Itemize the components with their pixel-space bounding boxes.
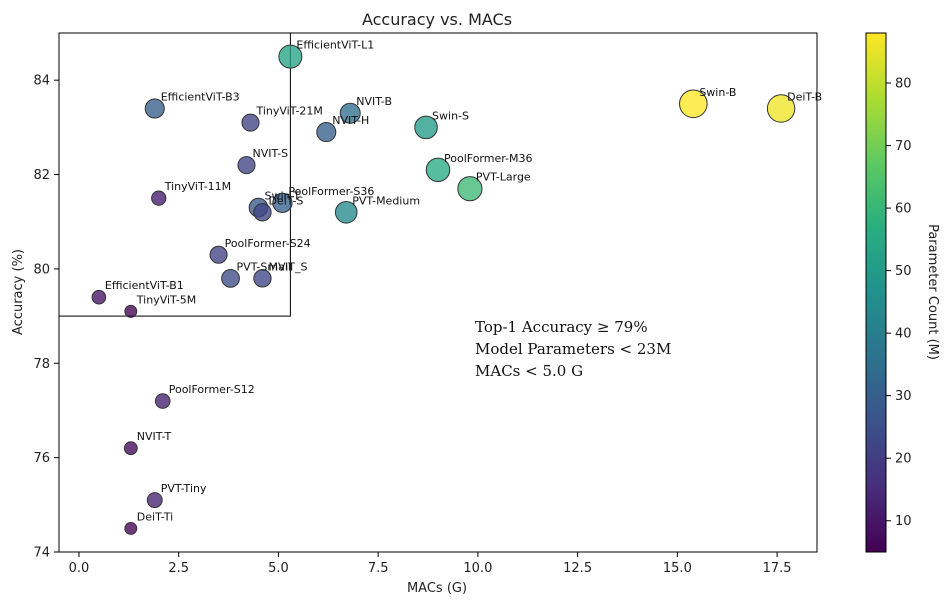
- y-tick-label: 82: [33, 168, 50, 183]
- colorbar-tick-label: 10: [895, 514, 912, 529]
- point-label: Swin-S: [432, 109, 469, 122]
- point-label: NVIT-B: [356, 95, 392, 108]
- x-tick-label: 12.5: [563, 561, 592, 576]
- point-label: PoolFormer-S24: [225, 237, 311, 250]
- x-tick-label: 17.5: [763, 561, 792, 576]
- data-point-pvt-large: [457, 176, 483, 202]
- scatter-point-labels: EfficientViT-L1 EfficientViT-B3 TinyViT-21…: [105, 39, 822, 524]
- point-label: DeiT-S: [268, 194, 303, 207]
- point-label: Swin-B: [699, 86, 736, 99]
- x-tick-label: 2.5: [168, 561, 189, 576]
- colorbar-tick-label: 70: [895, 139, 912, 154]
- x-axis-label: MACs (G): [407, 581, 467, 596]
- point-label: DeiT-B: [787, 90, 822, 103]
- point-label: PVT-Small: [237, 260, 291, 273]
- point-label: PVT-Tiny: [161, 482, 207, 495]
- y-axis-ticks: 74 76 78 80 82 84: [33, 74, 59, 561]
- annotation-line-3: MACs < 5.0 G: [475, 362, 583, 380]
- x-axis-ticks: 0.0 2.5 5.0 7.5 10.0 12.5 15.0 17.5: [69, 552, 792, 576]
- point-label: TinyViT-21M: [255, 105, 322, 118]
- data-point-poolformer-m36: [425, 157, 451, 183]
- data-point-deit-b: [766, 94, 796, 123]
- y-tick-label: 74: [33, 546, 50, 561]
- point-label: MViT_S: [268, 260, 307, 273]
- point-label: PVT-Large: [476, 171, 531, 184]
- data-point-efficientvit-b3: [144, 98, 165, 119]
- data-point-poolformer-s12: [154, 393, 171, 409]
- point-label: Swin-T: [264, 190, 300, 203]
- point-label: TinyViT-11M: [164, 180, 231, 193]
- point-label: NVIT-H: [332, 114, 369, 127]
- plot-area: [58, 32, 818, 553]
- colorbar-ticks: 10 20 30 40 50 60 70 80: [886, 77, 912, 529]
- point-label: EfficientViT-B1: [105, 279, 184, 292]
- point-label: TinyViT-5M: [136, 293, 196, 306]
- data-point-efficientvit-b1: [91, 289, 107, 305]
- point-label: PoolFormer-M36: [444, 152, 533, 165]
- colorbar-label: Parameter Count (M): [925, 224, 940, 360]
- data-point-poolformer-s24: [209, 245, 228, 264]
- x-tick-label: 5.0: [268, 561, 289, 576]
- data-point-nvit-s: [237, 156, 256, 175]
- colorbar-tick-label: 80: [895, 77, 912, 92]
- data-point-poolformer-s36: [272, 192, 293, 213]
- point-label: NVIT-S: [253, 147, 289, 160]
- colorbar-tick-label: 20: [895, 452, 912, 467]
- x-tick-label: 10.0: [463, 561, 492, 576]
- annotation-line-1: Top-1 Accuracy ≥ 79%: [475, 318, 648, 336]
- scatter-points: [91, 44, 796, 535]
- data-point-pvt-medium: [334, 200, 358, 224]
- data-point-nvit-b: [339, 102, 361, 124]
- x-tick-label: 7.5: [368, 561, 389, 576]
- point-label: PVT-Medium: [352, 194, 420, 207]
- colorbar-tick-label: 60: [895, 202, 912, 217]
- data-point-nvit-h: [316, 122, 337, 143]
- data-point-swin-b: [679, 89, 708, 119]
- data-point-deit-s: [253, 203, 272, 222]
- point-label: PoolFormer-S12: [169, 383, 255, 396]
- point-label: PoolFormer-S36: [288, 185, 374, 198]
- colorbar-tick-label: 40: [895, 327, 912, 342]
- colorbar: [865, 32, 887, 553]
- y-tick-label: 76: [33, 451, 50, 466]
- annotation-line-2: Model Parameters < 23M: [475, 340, 671, 358]
- y-tick-label: 78: [33, 357, 50, 372]
- data-point-efficientvit-l1: [278, 44, 303, 69]
- point-label: EfficientViT-B3: [161, 90, 240, 103]
- point-label: NVIT-T: [137, 430, 172, 443]
- data-point-tinyvit-11m: [151, 190, 167, 206]
- data-point-tinyvit-21m: [241, 113, 260, 132]
- chart-title: Accuracy vs. MACs: [362, 10, 512, 29]
- x-tick-label: 0.0: [69, 561, 90, 576]
- colorbar-tick-label: 50: [895, 264, 912, 279]
- data-point-deit-ti: [124, 521, 138, 535]
- data-point-tinyvit-5m: [124, 304, 138, 318]
- point-label: DeiT-Ti: [137, 510, 173, 523]
- data-point-mvit-s: [253, 269, 272, 288]
- data-point-nvit-t: [123, 441, 138, 456]
- point-label: EfficientViT-L1: [296, 39, 374, 52]
- y-tick-label: 80: [33, 262, 50, 277]
- y-axis-label: Accuracy (%): [11, 249, 26, 335]
- y-tick-label: 84: [33, 74, 50, 89]
- x-tick-label: 15.0: [663, 561, 692, 576]
- data-point-pvt-small: [221, 268, 240, 288]
- colorbar-tick-label: 30: [895, 389, 912, 404]
- data-point-pvt-tiny: [146, 492, 163, 509]
- data-point-swin-s: [414, 115, 438, 140]
